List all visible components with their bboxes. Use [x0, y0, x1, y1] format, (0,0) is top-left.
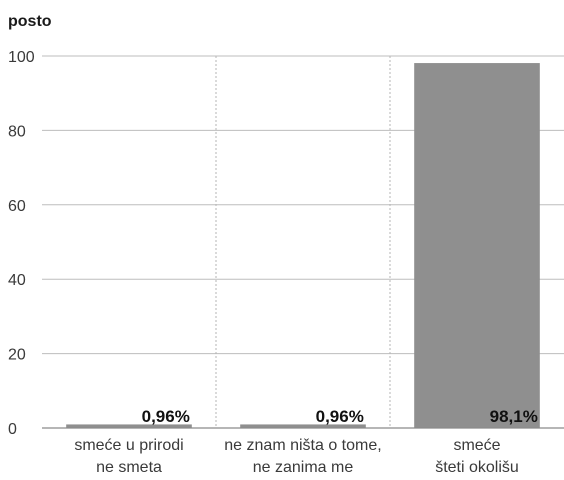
category-label: smeće šteti okolišu	[435, 437, 519, 476]
category-label-line: ne zanima me	[253, 459, 354, 476]
category-label-line: šteti okolišu	[435, 459, 519, 476]
category-label: ne znam ništa o tome, ne zanima me	[224, 437, 381, 476]
category-label-line: smeće u prirodi	[74, 437, 183, 454]
data-label: 0,96%	[142, 407, 190, 426]
y-tick-label: 100	[8, 49, 35, 66]
category-label-line: ne znam ništa o tome,	[224, 437, 381, 454]
bar	[240, 424, 366, 428]
category-label-line: ne smeta	[96, 459, 162, 476]
category-divider-layer	[215, 56, 391, 428]
axis-layer: 0 20 40 60 80 100	[8, 49, 564, 438]
y-tick-label: 40	[8, 272, 26, 289]
y-axis-label: posto	[8, 13, 52, 30]
y-tick-label: 80	[8, 123, 26, 140]
y-tick-label: 0	[8, 421, 17, 438]
label-layer: 0,96% 0,96% 98,1% smeće u prirodi ne smeta ne…	[74, 407, 538, 476]
bar	[66, 424, 192, 428]
category-label: smeće u prirodi ne smeta	[74, 437, 183, 476]
category-label-line: smeće	[453, 437, 500, 454]
data-label: 98,1%	[490, 407, 538, 426]
y-tick-label: 20	[8, 347, 26, 364]
bar-layer	[66, 63, 540, 429]
data-label: 0,96%	[316, 407, 364, 426]
y-tick-label: 60	[8, 198, 26, 215]
bar	[414, 63, 540, 429]
